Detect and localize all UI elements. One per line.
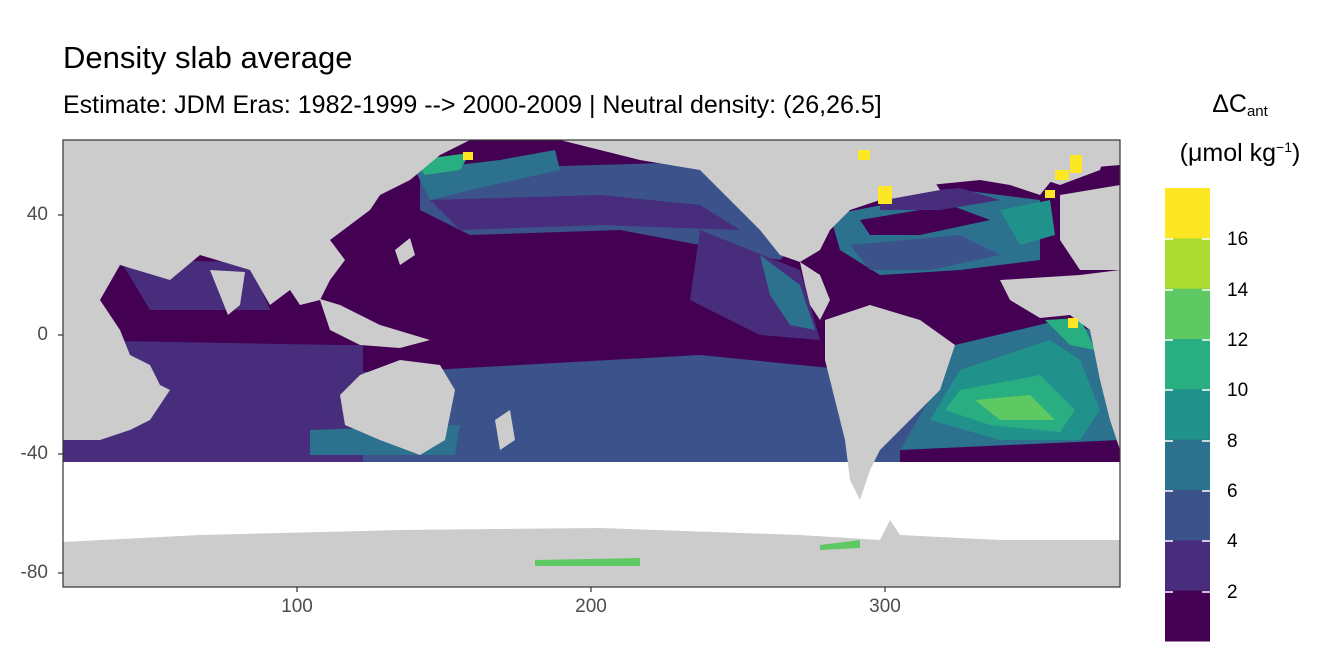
land-japan xyxy=(395,238,415,265)
land-west-africa xyxy=(1000,270,1120,450)
antarctica xyxy=(63,520,1120,587)
legend-title-unit: (μmol kg−1) xyxy=(1160,139,1320,168)
ytick-label-0: 0 xyxy=(37,324,48,345)
colorbar-segment xyxy=(1165,288,1210,340)
norwegian xyxy=(1000,200,1055,245)
land-eurasia xyxy=(63,140,470,305)
north-atlantic-inner xyxy=(850,235,1000,270)
south-atlantic-east xyxy=(1045,318,1095,350)
legend-unit-pre: (μmol kg xyxy=(1179,139,1277,167)
land-africa xyxy=(63,300,170,440)
legend-colorbar xyxy=(1165,188,1210,642)
weddell-cells xyxy=(820,540,860,550)
land-greenland xyxy=(1000,140,1110,185)
legend-label-10: 10 xyxy=(1227,380,1249,401)
north-atlantic-core xyxy=(860,205,990,235)
ytick-label-40: 40 xyxy=(26,204,48,225)
xtick-label-300: 300 xyxy=(869,596,901,617)
plot-subtitle: Estimate: JDM Eras: 1982-1999 --> 2000-2… xyxy=(63,91,882,119)
hv-arctic-pac xyxy=(858,150,870,160)
legend-unit-post: ) xyxy=(1292,139,1301,167)
colorbar-segment xyxy=(1165,188,1210,239)
colorbar-segment xyxy=(1165,590,1210,642)
land-india xyxy=(210,270,245,315)
ytick-label-m80: -80 xyxy=(20,562,48,583)
xtick-label-200: 200 xyxy=(575,596,607,617)
legend-title-symbol: ΔC xyxy=(1212,90,1247,118)
south-pacific-band xyxy=(430,355,850,455)
legend-title-main: ΔCant xyxy=(1170,90,1310,120)
colorbar-segment xyxy=(1165,339,1210,390)
land-nz xyxy=(495,410,515,450)
xtick-label-100: 100 xyxy=(281,596,313,617)
land-seasia xyxy=(290,290,430,348)
ytick-label-m40: -40 xyxy=(20,443,48,464)
hv-okhotsk xyxy=(463,152,473,160)
colorbar-segment xyxy=(1165,540,1210,592)
hv-europe-2 xyxy=(1070,155,1082,173)
legend-label-14: 14 xyxy=(1227,280,1249,301)
kuroshio-east xyxy=(760,255,815,330)
legend-title-subscript: ant xyxy=(1246,103,1268,120)
hv-west-africa xyxy=(1068,318,1078,328)
colorbar-segment xyxy=(1165,389,1210,441)
y-axis-ticks xyxy=(58,214,63,574)
north-pacific-inner xyxy=(430,195,740,230)
legend-label-6: 6 xyxy=(1227,481,1238,502)
legend-label-16: 16 xyxy=(1227,229,1249,250)
x-axis-ticks xyxy=(296,587,886,592)
land-central-america xyxy=(800,262,830,320)
hv-europe-3 xyxy=(1045,190,1055,198)
legend-label-8: 8 xyxy=(1227,431,1238,452)
antarctic-shelf-cells xyxy=(535,558,640,566)
land-south-america xyxy=(825,305,955,500)
hv-europe-1 xyxy=(1055,170,1069,180)
land-europe xyxy=(1060,185,1120,270)
colorbar-segment xyxy=(1165,238,1210,290)
legend-ticks xyxy=(1165,238,1210,593)
land-australia xyxy=(340,360,455,455)
legend-label-12: 12 xyxy=(1227,330,1249,351)
colorbar-segment xyxy=(1165,490,1210,541)
land-madagascar xyxy=(132,375,150,405)
legend-unit-sup: −1 xyxy=(1276,139,1292,155)
legend-label-4: 4 xyxy=(1227,531,1238,552)
legend-label-2: 2 xyxy=(1227,582,1238,603)
land-north-america xyxy=(560,140,1120,262)
south-atlantic-south xyxy=(900,440,1120,465)
okhotsk-area xyxy=(415,150,560,200)
hv-labrador xyxy=(878,186,892,204)
plot-title: Density slab average xyxy=(63,40,353,75)
colorbar-segment xyxy=(1165,439,1210,491)
south-atlantic-core xyxy=(975,395,1055,420)
